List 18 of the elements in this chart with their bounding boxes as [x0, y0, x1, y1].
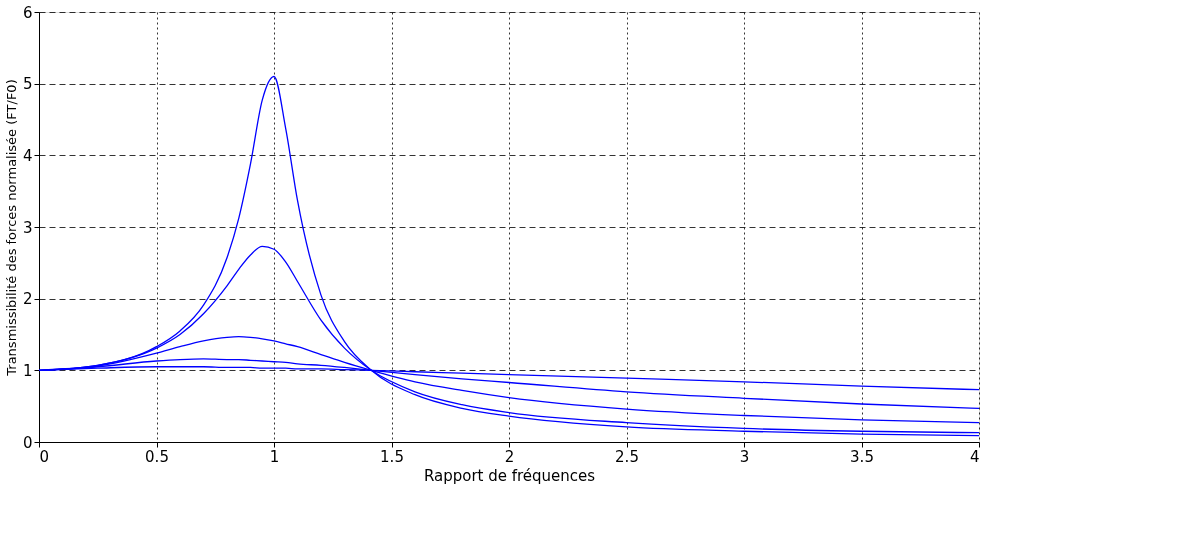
x-tick-label: 3.5 [850, 447, 874, 466]
x-tick-label: 0.5 [145, 447, 169, 466]
y-tick-label: 1 [22, 361, 33, 380]
y-tick-label: 5 [22, 75, 33, 94]
y-axis-title: Transmissibilité des forces normalisée (FT/F0) [3, 79, 19, 377]
y-tick-label: 3 [22, 218, 33, 237]
y-tick-label: 4 [22, 146, 33, 165]
x-axis-title: Rapport de fréquences [423, 466, 596, 485]
x-tick-label: 4 [969, 447, 980, 466]
x-tick-label: 0 [39, 447, 50, 466]
x-tick-label: 1 [269, 447, 280, 466]
y-tick-label: 6 [22, 3, 33, 22]
x-tick-label: 3 [739, 447, 750, 466]
y-tick-label: 2 [22, 290, 33, 309]
x-tick-label: 1.5 [380, 447, 404, 466]
x-tick-label: 2.5 [615, 447, 639, 466]
y-tick-label: 0 [22, 433, 33, 452]
x-tick-label: 2 [504, 447, 515, 466]
